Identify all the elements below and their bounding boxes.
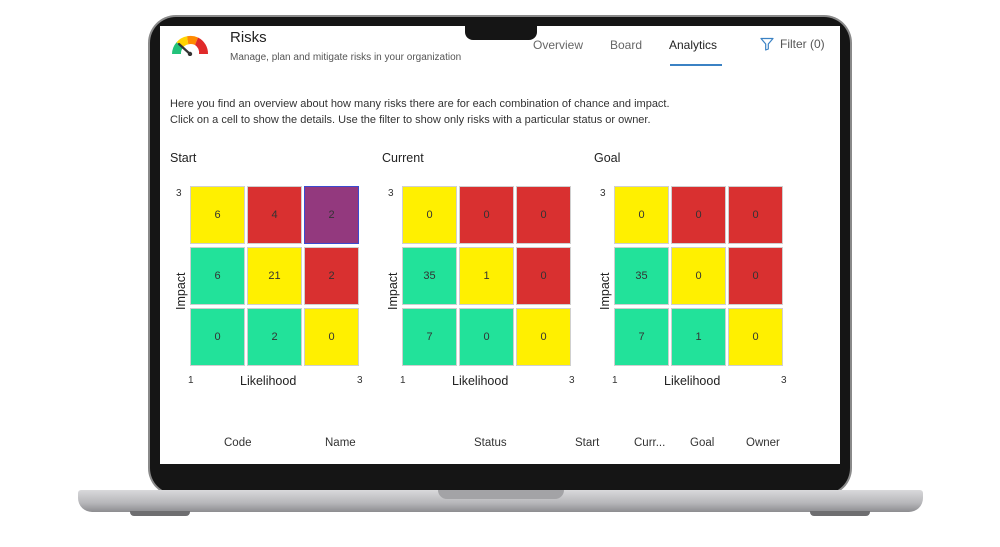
x-axis-min-0: 1 bbox=[188, 375, 194, 386]
filter-label: Filter (0) bbox=[780, 37, 825, 51]
matrix-cell[interactable]: 0 bbox=[304, 308, 359, 366]
x-axis-min-1: 1 bbox=[400, 375, 406, 386]
laptop-base bbox=[78, 490, 923, 512]
matrix-cell[interactable]: 0 bbox=[459, 308, 514, 366]
matrix-cell[interactable]: 0 bbox=[728, 308, 783, 366]
filter-button[interactable]: Filter (0) bbox=[760, 37, 825, 51]
matrix-cell[interactable]: 0 bbox=[459, 186, 514, 244]
risk-gauge-logo-icon bbox=[172, 35, 209, 56]
tab-overview[interactable]: Overview bbox=[533, 38, 584, 52]
column-header-start[interactable]: Start bbox=[575, 437, 600, 449]
matrix-cell[interactable]: 1 bbox=[671, 308, 726, 366]
column-header-name[interactable]: Name bbox=[325, 437, 356, 449]
column-header-status[interactable]: Status bbox=[474, 437, 507, 449]
y-axis-max-1: 3 bbox=[388, 188, 394, 199]
intro-text: Here you find an overview about how many… bbox=[170, 96, 670, 128]
matrix-title-2: Goal bbox=[594, 151, 621, 165]
x-axis-max-1: 3 bbox=[569, 375, 575, 386]
laptop-foot-right bbox=[810, 511, 870, 516]
column-header-goal[interactable]: Goal bbox=[690, 437, 715, 449]
matrix-cell[interactable]: 0 bbox=[190, 308, 245, 366]
intro-line-2: Click on a cell to show the details. Use… bbox=[170, 114, 651, 126]
active-tab-indicator bbox=[670, 64, 722, 66]
x-axis-label-0: Likelihood bbox=[240, 374, 297, 388]
x-axis-max-0: 3 bbox=[357, 375, 363, 386]
matrix-cell[interactable]: 35 bbox=[402, 247, 457, 305]
matrix-cell[interactable]: 7 bbox=[614, 308, 669, 366]
matrix-cell[interactable]: 0 bbox=[728, 186, 783, 244]
matrix-cell[interactable]: 6 bbox=[190, 186, 245, 244]
tab-analytics[interactable]: Analytics bbox=[669, 38, 718, 52]
matrix-cell[interactable]: 2 bbox=[304, 186, 359, 244]
y-axis-max-0: 3 bbox=[176, 188, 182, 199]
laptop-foot-left bbox=[130, 511, 190, 516]
filter-icon bbox=[760, 37, 774, 51]
app-screen: Risks Manage, plan and mitigate risks in… bbox=[160, 26, 840, 464]
x-axis-label-2: Likelihood bbox=[664, 374, 721, 388]
x-axis-max-2: 3 bbox=[781, 375, 787, 386]
y-axis-label-0: Impact bbox=[174, 272, 188, 310]
matrix-cell[interactable]: 0 bbox=[402, 186, 457, 244]
app-title: Risks bbox=[230, 29, 267, 46]
matrix-cell[interactable]: 21 bbox=[247, 247, 302, 305]
y-axis-max-2: 3 bbox=[600, 188, 606, 199]
matrix-cell[interactable]: 7 bbox=[402, 308, 457, 366]
matrix-cell[interactable]: 0 bbox=[516, 186, 571, 244]
column-header-current[interactable]: Curr... bbox=[634, 437, 666, 449]
matrix-cell[interactable]: 2 bbox=[247, 308, 302, 366]
camera-notch bbox=[465, 24, 537, 40]
matrix-cell[interactable]: 4 bbox=[247, 186, 302, 244]
matrix-title-0: Start bbox=[170, 151, 197, 165]
matrix-cell[interactable]: 2 bbox=[304, 247, 359, 305]
matrix-cell[interactable]: 1 bbox=[459, 247, 514, 305]
intro-line-1: Here you find an overview about how many… bbox=[170, 98, 670, 110]
laptop-opening-groove bbox=[438, 490, 564, 499]
tab-board[interactable]: Board bbox=[610, 38, 643, 52]
matrix-cell[interactable]: 0 bbox=[516, 247, 571, 305]
matrix-cell[interactable]: 0 bbox=[671, 247, 726, 305]
x-axis-min-2: 1 bbox=[612, 375, 618, 386]
matrix-cell[interactable]: 6 bbox=[190, 247, 245, 305]
y-axis-label-1: Impact bbox=[386, 272, 400, 310]
matrix-cell[interactable]: 0 bbox=[671, 186, 726, 244]
matrix-cell[interactable]: 0 bbox=[516, 308, 571, 366]
matrix-cell[interactable]: 0 bbox=[614, 186, 669, 244]
matrix-title-1: Current bbox=[382, 151, 424, 165]
column-header-owner[interactable]: Owner bbox=[746, 437, 780, 449]
matrix-cell[interactable]: 0 bbox=[728, 247, 783, 305]
x-axis-label-1: Likelihood bbox=[452, 374, 509, 388]
y-axis-label-2: Impact bbox=[598, 272, 612, 310]
matrix-cell[interactable]: 35 bbox=[614, 247, 669, 305]
app-subtitle: Manage, plan and mitigate risks in your … bbox=[230, 52, 462, 63]
column-header-code[interactable]: Code bbox=[224, 437, 252, 449]
